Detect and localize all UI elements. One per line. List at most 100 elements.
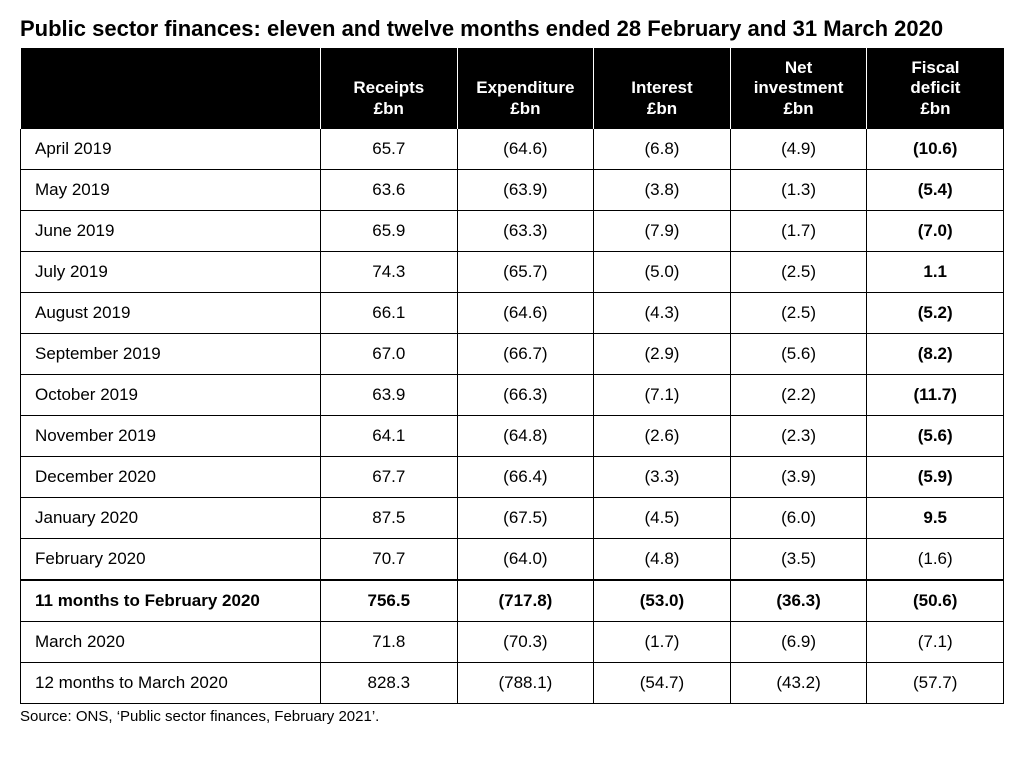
cell-expenditure: (70.3): [457, 622, 594, 663]
table-row: January 202087.5(67.5)(4.5)(6.0)9.5: [21, 498, 1004, 539]
cell-month: October 2019: [21, 375, 321, 416]
cell-month: April 2019: [21, 129, 321, 170]
cell-receipts: 71.8: [321, 622, 458, 663]
table-row: April 201965.7(64.6)(6.8)(4.9)(10.6): [21, 129, 1004, 170]
cell-month: December 2020: [21, 457, 321, 498]
cell-interest: (7.9): [594, 211, 731, 252]
cell-netinv: (43.2): [730, 663, 867, 704]
cell-interest: (4.3): [594, 293, 731, 334]
cell-receipts: 64.1: [321, 416, 458, 457]
col-receipts: Receipts£bn: [321, 48, 458, 129]
table-row: September 201967.0(66.7)(2.9)(5.6)(8.2): [21, 334, 1004, 375]
cell-interest: (3.3): [594, 457, 731, 498]
cell-receipts: 63.9: [321, 375, 458, 416]
cell-receipts: 70.7: [321, 539, 458, 581]
table-row: May 201963.6(63.9)(3.8)(1.3)(5.4): [21, 170, 1004, 211]
table-row: February 202070.7(64.0)(4.8)(3.5)(1.6): [21, 539, 1004, 581]
cell-interest: (1.7): [594, 622, 731, 663]
table-row: November 201964.1(64.8)(2.6)(2.3)(5.6): [21, 416, 1004, 457]
cell-fiscal: (11.7): [867, 375, 1004, 416]
cell-fiscal: (5.4): [867, 170, 1004, 211]
cell-interest: (2.6): [594, 416, 731, 457]
cell-netinv: (3.9): [730, 457, 867, 498]
cell-receipts: 74.3: [321, 252, 458, 293]
table-title: Public sector finances: eleven and twelv…: [20, 16, 1004, 42]
cell-fiscal: (7.1): [867, 622, 1004, 663]
cell-expenditure: (67.5): [457, 498, 594, 539]
cell-expenditure: (66.4): [457, 457, 594, 498]
cell-month: January 2020: [21, 498, 321, 539]
cell-expenditure: (788.1): [457, 663, 594, 704]
cell-fiscal: (7.0): [867, 211, 1004, 252]
cell-fiscal: (57.7): [867, 663, 1004, 704]
col-netinv: Netinvestment£bn: [730, 48, 867, 129]
cell-interest: (2.9): [594, 334, 731, 375]
cell-receipts: 63.6: [321, 170, 458, 211]
cell-fiscal: (5.2): [867, 293, 1004, 334]
table-row: June 201965.9(63.3)(7.9)(1.7)(7.0): [21, 211, 1004, 252]
cell-interest: (3.8): [594, 170, 731, 211]
col-month: [21, 48, 321, 129]
cell-netinv: (36.3): [730, 580, 867, 622]
cell-netinv: (1.3): [730, 170, 867, 211]
cell-interest: (5.0): [594, 252, 731, 293]
cell-month: August 2019: [21, 293, 321, 334]
table-row: 11 months to February 2020756.5(717.8)(5…: [21, 580, 1004, 622]
cell-month: March 2020: [21, 622, 321, 663]
cell-fiscal: (5.6): [867, 416, 1004, 457]
cell-receipts: 67.7: [321, 457, 458, 498]
col-interest: Interest£bn: [594, 48, 731, 129]
cell-netinv: (3.5): [730, 539, 867, 581]
col-expend: Expenditure£bn: [457, 48, 594, 129]
cell-month: 12 months to March 2020: [21, 663, 321, 704]
cell-netinv: (4.9): [730, 129, 867, 170]
cell-receipts: 65.7: [321, 129, 458, 170]
cell-month: November 2019: [21, 416, 321, 457]
cell-interest: (53.0): [594, 580, 731, 622]
cell-interest: (4.5): [594, 498, 731, 539]
cell-month: June 2019: [21, 211, 321, 252]
source-note: Source: ONS, ‘Public sector finances, Fe…: [20, 708, 1004, 725]
cell-interest: (6.8): [594, 129, 731, 170]
cell-expenditure: (717.8): [457, 580, 594, 622]
header-row: Receipts£bn Expenditure£bn Interest£bn N…: [21, 48, 1004, 129]
cell-netinv: (1.7): [730, 211, 867, 252]
cell-fiscal: 9.5: [867, 498, 1004, 539]
cell-netinv: (6.9): [730, 622, 867, 663]
cell-receipts: 65.9: [321, 211, 458, 252]
cell-receipts: 66.1: [321, 293, 458, 334]
col-fiscal: Fiscaldeficit£bn: [867, 48, 1004, 129]
cell-fiscal: (50.6): [867, 580, 1004, 622]
table-row: March 202071.8(70.3)(1.7)(6.9)(7.1): [21, 622, 1004, 663]
cell-receipts: 756.5: [321, 580, 458, 622]
cell-expenditure: (66.7): [457, 334, 594, 375]
cell-expenditure: (66.3): [457, 375, 594, 416]
table-row: July 201974.3(65.7)(5.0)(2.5)1.1: [21, 252, 1004, 293]
cell-interest: (7.1): [594, 375, 731, 416]
cell-expenditure: (63.9): [457, 170, 594, 211]
cell-netinv: (2.3): [730, 416, 867, 457]
table-row: August 201966.1(64.6)(4.3)(2.5)(5.2): [21, 293, 1004, 334]
finances-table: Receipts£bn Expenditure£bn Interest£bn N…: [20, 48, 1004, 704]
cell-expenditure: (65.7): [457, 252, 594, 293]
cell-netinv: (2.5): [730, 252, 867, 293]
cell-interest: (54.7): [594, 663, 731, 704]
table-row: 12 months to March 2020828.3(788.1)(54.7…: [21, 663, 1004, 704]
cell-fiscal: (8.2): [867, 334, 1004, 375]
cell-receipts: 67.0: [321, 334, 458, 375]
table-row: December 202067.7(66.4)(3.3)(3.9)(5.9): [21, 457, 1004, 498]
cell-expenditure: (64.0): [457, 539, 594, 581]
cell-month: July 2019: [21, 252, 321, 293]
table-row: October 201963.9(66.3)(7.1)(2.2)(11.7): [21, 375, 1004, 416]
cell-month: 11 months to February 2020: [21, 580, 321, 622]
cell-fiscal: (10.6): [867, 129, 1004, 170]
cell-fiscal: (5.9): [867, 457, 1004, 498]
cell-netinv: (5.6): [730, 334, 867, 375]
cell-expenditure: (64.6): [457, 129, 594, 170]
cell-expenditure: (64.8): [457, 416, 594, 457]
cell-expenditure: (64.6): [457, 293, 594, 334]
cell-month: February 2020: [21, 539, 321, 581]
cell-expenditure: (63.3): [457, 211, 594, 252]
cell-netinv: (2.5): [730, 293, 867, 334]
cell-month: May 2019: [21, 170, 321, 211]
